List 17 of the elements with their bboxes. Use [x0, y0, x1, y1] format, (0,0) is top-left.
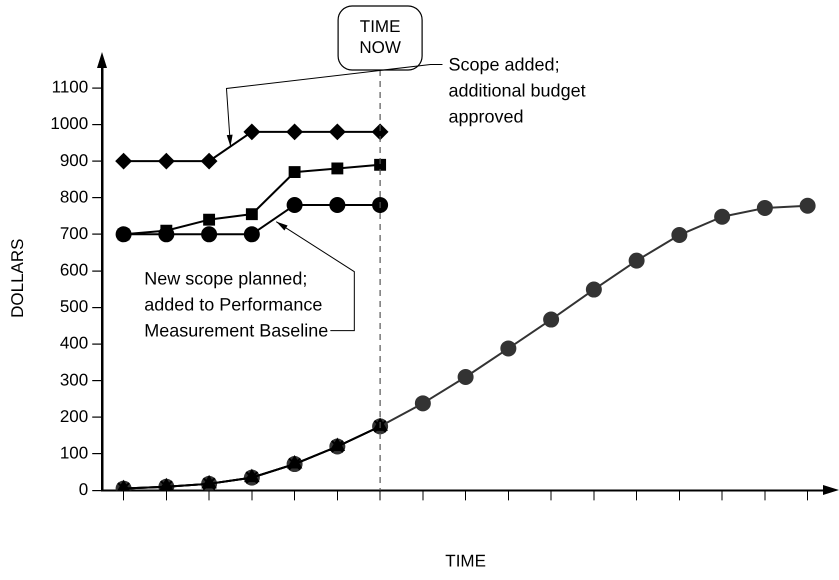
annotation: New scope planned; added to Performance Measurement Baseline	[144, 268, 328, 341]
y-tick-label: 600	[60, 260, 88, 280]
y-tick-label: 100	[60, 444, 88, 462]
annotation: Scope added; additional budget approved	[448, 54, 586, 126]
y-tick-label: 900	[60, 150, 88, 170]
y-tick-label: 400	[60, 334, 88, 353]
y-tick-label: 800	[60, 187, 88, 206]
x-axis-title: TIME	[445, 551, 486, 570]
y-tick-label: 1000	[50, 114, 88, 134]
y-tick-label: 700	[60, 224, 88, 243]
y-tick-label: 500	[60, 297, 88, 316]
y-tick-label: 200	[60, 406, 88, 426]
text: TIME NOW	[359, 17, 401, 58]
y-axis-title: DOLLARS	[8, 238, 27, 318]
y-tick-label: 1100	[52, 78, 88, 97]
y-tick-label: 0	[78, 480, 88, 500]
y-tick-label: 300	[60, 370, 88, 390]
